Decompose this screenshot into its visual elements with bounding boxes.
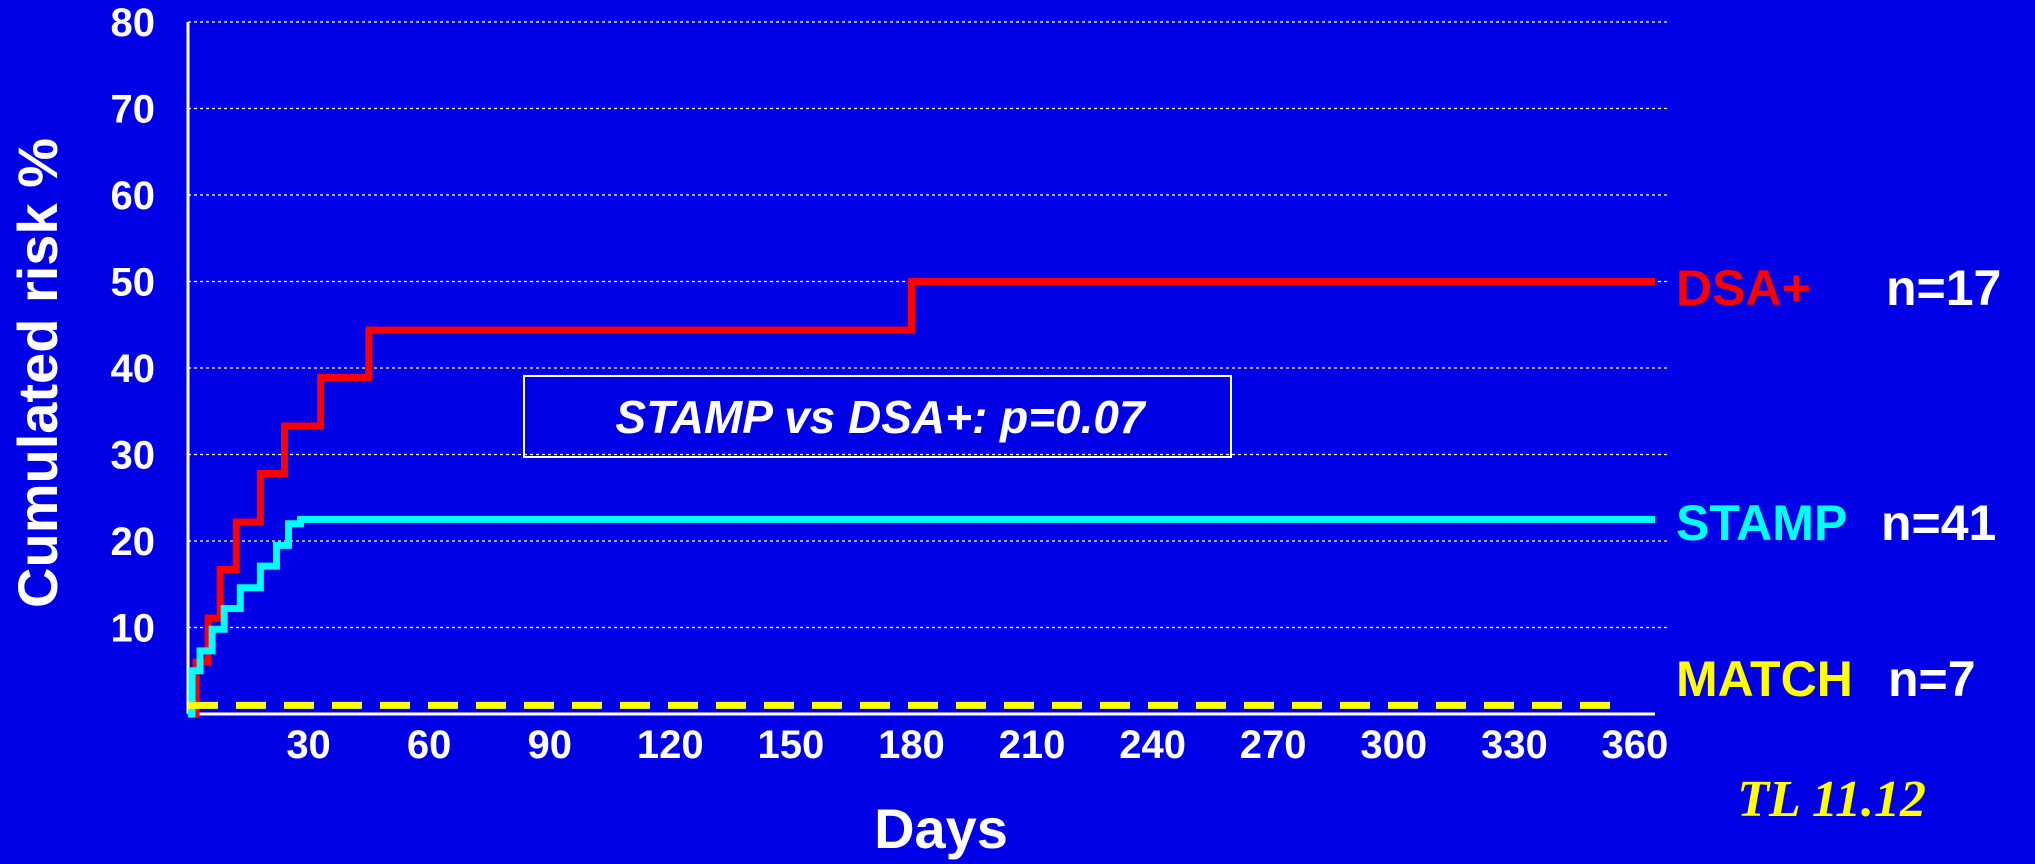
legend-label-dsa: DSA+ (1676, 260, 1811, 316)
y-tick-label: 70 (111, 88, 156, 132)
axes (186, 22, 1655, 716)
series-line-dsa (188, 278, 1655, 718)
x-tick-label: 30 (286, 723, 331, 767)
legend-label-match: MATCH (1676, 651, 1853, 707)
y-axis-title: Cumulated risk % (6, 138, 69, 608)
y-tick-label: 60 (111, 174, 156, 218)
y-tick-label: 30 (111, 434, 156, 478)
x-tick-label: 360 (1602, 723, 1669, 767)
annotation-frame (523, 375, 1232, 458)
x-tick-labels: 30 60 90 120 150 180 210 240 270 300 330 360 (286, 723, 1668, 767)
y-tick-label: 50 (111, 261, 156, 305)
x-tick-label: 270 (1240, 723, 1307, 767)
series-line-stamp (188, 515, 1655, 718)
footer-label: TL 11.12 (1737, 771, 1926, 828)
legend: DSA+ n=17 STAMP n=41 MATCH n=7 (1676, 260, 2001, 707)
x-tick-label: 150 (758, 723, 825, 767)
x-tick-label: 210 (999, 723, 1066, 767)
gridlines (188, 21, 1670, 629)
x-tick-label: 90 (527, 723, 572, 767)
y-tick-label: 80 (111, 1, 156, 45)
legend-label-stamp: STAMP (1676, 495, 1847, 551)
x-tick-label: 300 (1360, 723, 1427, 767)
y-tick-labels: 10 20 30 40 50 60 70 80 (111, 1, 156, 651)
x-axis-title: Days (874, 797, 1008, 860)
y-tick-label: 20 (111, 520, 156, 564)
annotation-box: STAMP vs DSA+: p=0.07 (523, 375, 1232, 458)
legend-n-match: n=7 (1888, 651, 1976, 707)
x-tick-label: 180 (878, 723, 945, 767)
legend-n-stamp: n=41 (1881, 495, 1996, 551)
x-tick-label: 120 (637, 723, 704, 767)
y-tick-label: 40 (111, 347, 156, 391)
annotation-text: STAMP vs DSA+: p=0.07 (615, 391, 1147, 443)
x-tick-label: 240 (1119, 723, 1186, 767)
x-tick-label: 60 (407, 723, 452, 767)
x-tick-label: 330 (1481, 723, 1548, 767)
y-tick-label: 10 (111, 607, 156, 651)
series-lines (188, 278, 1655, 718)
legend-n-dsa: n=17 (1886, 260, 2001, 316)
